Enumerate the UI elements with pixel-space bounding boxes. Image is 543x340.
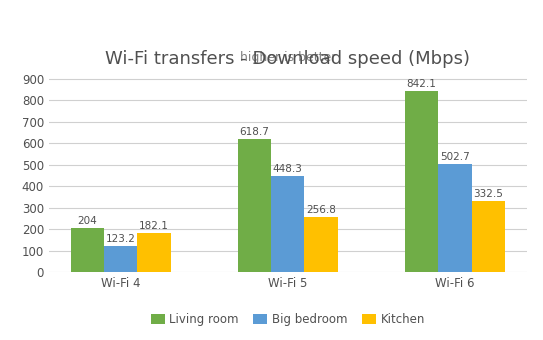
Bar (238, 139, 271, 272)
Legend: Living room, Big bedroom, Kitchen: Living room, Big bedroom, Kitchen (146, 308, 430, 331)
Text: 256.8: 256.8 (306, 205, 336, 215)
Text: 182.1: 182.1 (139, 221, 169, 231)
Bar (438, 164, 471, 272)
Bar (137, 233, 171, 272)
Bar (405, 91, 438, 272)
Bar (71, 228, 104, 272)
Bar (305, 217, 338, 272)
Title: Wi-Fi transfers - Download speed (Mbps): Wi-Fi transfers - Download speed (Mbps) (105, 50, 470, 68)
Text: 842.1: 842.1 (407, 80, 437, 89)
Text: 502.7: 502.7 (440, 152, 470, 162)
Text: 123.2: 123.2 (106, 234, 136, 244)
Text: 204: 204 (78, 217, 97, 226)
Text: 448.3: 448.3 (273, 164, 303, 174)
Text: 332.5: 332.5 (473, 189, 503, 199)
Bar (104, 245, 137, 272)
Text: higher is better: higher is better (239, 51, 336, 64)
Bar (271, 176, 305, 272)
Bar (471, 201, 505, 272)
Text: 618.7: 618.7 (239, 128, 269, 137)
